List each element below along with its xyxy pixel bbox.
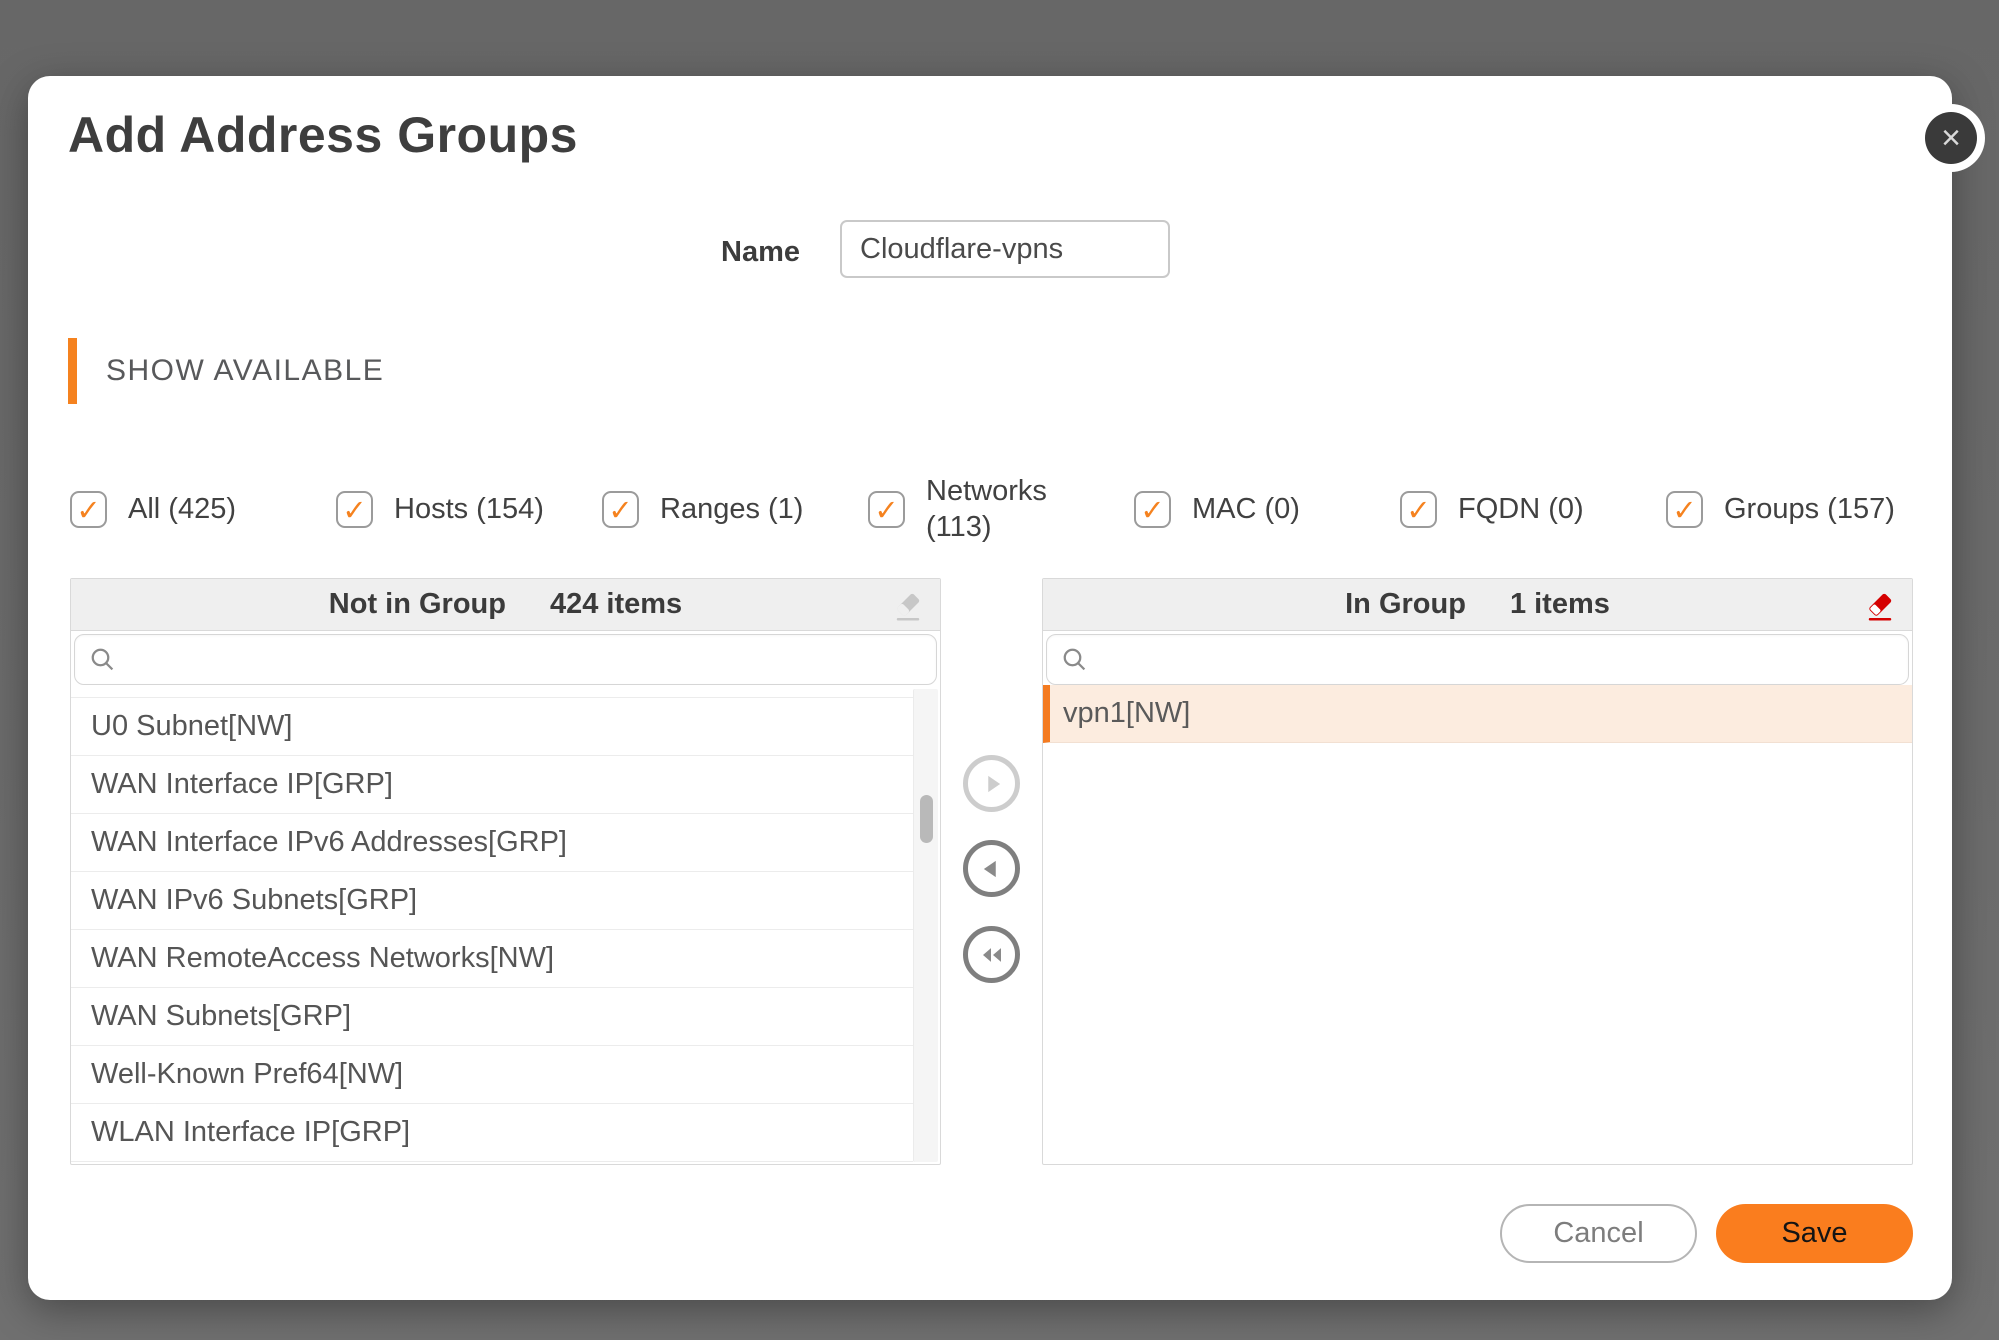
in-group-search xyxy=(1043,631,1912,685)
cancel-button[interactable]: Cancel xyxy=(1500,1204,1697,1263)
list-item[interactable]: WLAN Interface IP[GRP] xyxy=(71,1104,913,1162)
checkbox-icon[interactable]: ✓ xyxy=(1134,490,1171,528)
section-accent-bar xyxy=(68,338,77,404)
in-group-panel: In Group 1 items vpn1[NW] xyxy=(1042,578,1913,1165)
filter-label: Hosts (154) xyxy=(394,492,544,525)
checkbox-icon[interactable]: ✓ xyxy=(1666,490,1703,528)
list-scrollbar-track[interactable] xyxy=(913,689,938,1162)
list-scrollbar-thumb[interactable] xyxy=(920,795,933,843)
close-icon: × xyxy=(1941,119,1961,157)
checkbox-icon[interactable]: ✓ xyxy=(1400,490,1437,528)
double-arrow-left-icon xyxy=(982,947,1001,962)
checkbox-icon[interactable]: ✓ xyxy=(336,490,373,528)
filter-label: MAC (0) xyxy=(1192,492,1300,525)
panel-item-count: 1 items xyxy=(1509,588,1610,620)
remove-all-from-group-button[interactable] xyxy=(963,926,1020,983)
section-title: SHOW AVAILABLE xyxy=(106,354,385,387)
filter-label: All (425) xyxy=(128,492,236,525)
list-item[interactable]: Well-Known Pref64[NW] xyxy=(71,1046,913,1104)
in-group-list: vpn1[NW] xyxy=(1043,685,1912,1162)
list-item[interactable]: WAN Subnets[GRP] xyxy=(71,988,913,1046)
not-in-group-header: Not in Group 424 items xyxy=(71,579,940,631)
filter-checkbox-groups[interactable]: ✓ Groups (157) xyxy=(1666,490,1895,528)
search-input[interactable] xyxy=(1046,634,1909,685)
name-input[interactable] xyxy=(840,220,1170,278)
add-address-groups-dialog: × Add Address Groups Name SHOW AVAILABLE… xyxy=(28,76,1977,1300)
not-in-group-list: U0 Subnet[NW] WAN Interface IP[GRP] WAN … xyxy=(71,685,913,1162)
list-item[interactable]: WAN RemoteAccess Networks[NW] xyxy=(71,930,913,988)
checkbox-icon[interactable]: ✓ xyxy=(602,490,639,528)
search-icon xyxy=(1060,645,1090,675)
filter-checkbox-mac[interactable]: ✓ MAC (0) xyxy=(1134,490,1400,528)
move-to-group-button[interactable] xyxy=(963,755,1020,812)
filter-checkbox-all[interactable]: ✓ All (425) xyxy=(70,490,336,528)
not-in-group-panel: Not in Group 424 items xyxy=(70,578,941,1165)
in-group-header: In Group 1 items xyxy=(1043,579,1912,631)
list-item[interactable]: U0 Subnet[NW] xyxy=(71,698,913,756)
remove-from-group-button[interactable] xyxy=(963,840,1020,897)
not-in-group-search xyxy=(71,631,940,685)
clear-selection-icon[interactable] xyxy=(890,588,926,624)
search-icon xyxy=(88,645,118,675)
search-input[interactable] xyxy=(74,634,937,685)
list-item-selected[interactable]: vpn1[NW] xyxy=(1043,685,1912,743)
list-item[interactable]: WAN IPv6 Subnets[GRP] xyxy=(71,872,913,930)
checkbox-icon[interactable]: ✓ xyxy=(868,490,905,528)
filter-checkbox-networks[interactable]: ✓ Networks (113) xyxy=(868,473,1134,546)
arrow-left-icon xyxy=(983,860,996,877)
list-item[interactable]: WAN Interface IP[GRP] xyxy=(71,756,913,814)
filter-checkbox-hosts[interactable]: ✓ Hosts (154) xyxy=(336,490,602,528)
panel-title: In Group xyxy=(1345,588,1466,620)
filter-label: Groups (157) xyxy=(1724,492,1895,525)
panel-item-count: 424 items xyxy=(549,588,683,620)
type-filter-row: ✓ All (425) ✓ Hosts (154) ✓ Ranges (1) ✓… xyxy=(70,466,1912,552)
partially-scrolled-row xyxy=(71,685,913,698)
checkbox-icon[interactable]: ✓ xyxy=(70,490,107,528)
name-label: Name xyxy=(721,236,800,268)
filter-label: Ranges (1) xyxy=(660,492,804,525)
list-item[interactable]: WAN Interface IPv6 Addresses[GRP] xyxy=(71,814,913,872)
filter-label: Networks (113) xyxy=(926,474,1047,543)
clear-group-icon[interactable] xyxy=(1862,588,1898,624)
filter-checkbox-fqdn[interactable]: ✓ FQDN (0) xyxy=(1400,490,1666,528)
filter-checkbox-ranges[interactable]: ✓ Ranges (1) xyxy=(602,490,868,528)
close-button[interactable]: × xyxy=(1925,112,1977,164)
save-button[interactable]: Save xyxy=(1716,1204,1913,1263)
dialog-title: Add Address Groups xyxy=(68,107,578,163)
filter-label: FQDN (0) xyxy=(1458,492,1584,525)
arrow-right-icon xyxy=(987,775,1000,792)
panel-title: Not in Group xyxy=(328,588,506,620)
